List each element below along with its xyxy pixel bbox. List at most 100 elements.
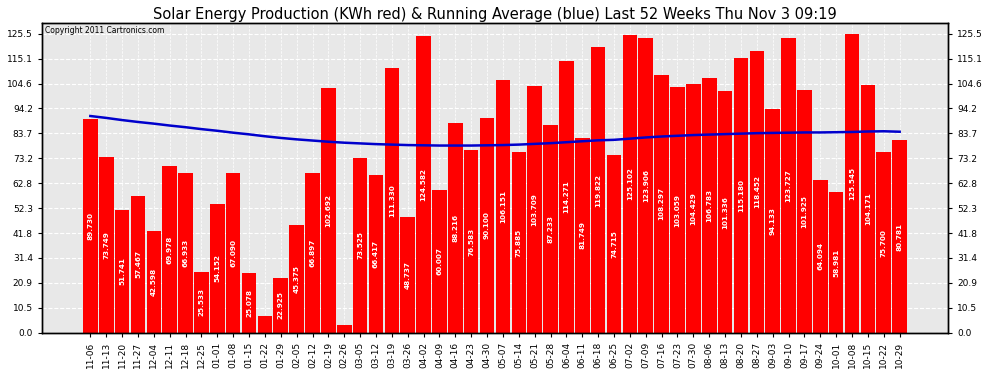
Text: 104.429: 104.429	[690, 192, 696, 225]
Text: 124.582: 124.582	[421, 168, 427, 201]
Bar	[654, 75, 669, 333]
Text: 87.233: 87.233	[547, 215, 553, 243]
Bar	[115, 210, 130, 333]
Bar	[226, 173, 241, 333]
Bar	[892, 140, 907, 333]
Text: 57.467: 57.467	[135, 251, 141, 278]
Text: 45.375: 45.375	[294, 265, 300, 293]
Text: 75.885: 75.885	[516, 228, 522, 256]
Text: 81.749: 81.749	[579, 221, 585, 249]
Bar	[83, 119, 98, 333]
Bar	[147, 231, 161, 333]
Text: 108.297: 108.297	[658, 187, 664, 220]
Text: 103.059: 103.059	[674, 194, 680, 226]
Bar	[368, 175, 383, 333]
Bar	[591, 47, 606, 333]
Text: 66.933: 66.933	[182, 239, 188, 267]
Text: 111.330: 111.330	[389, 184, 395, 216]
Bar	[844, 34, 859, 333]
Bar	[639, 38, 653, 333]
Text: 42.598: 42.598	[150, 268, 156, 296]
Text: 123.727: 123.727	[786, 169, 792, 202]
Bar	[670, 87, 685, 333]
Bar	[718, 92, 733, 333]
Bar	[575, 138, 590, 333]
Bar	[242, 273, 256, 333]
Bar	[544, 125, 557, 333]
Bar	[433, 190, 446, 333]
Bar	[607, 155, 622, 333]
Text: 80.781: 80.781	[897, 223, 903, 251]
Text: 25.078: 25.078	[247, 289, 252, 317]
Bar	[352, 158, 367, 333]
Text: 73.749: 73.749	[103, 231, 109, 259]
Text: 51.741: 51.741	[119, 257, 125, 285]
Bar	[273, 278, 288, 333]
Text: 102.692: 102.692	[326, 194, 332, 227]
Text: 66.417: 66.417	[373, 240, 379, 268]
Bar	[829, 192, 843, 333]
Text: 76.583: 76.583	[468, 228, 474, 256]
Text: 123.906: 123.906	[643, 169, 648, 202]
Text: 101.336: 101.336	[722, 196, 728, 228]
Bar	[194, 272, 209, 333]
Bar	[813, 180, 828, 333]
Bar	[416, 36, 431, 333]
Text: 125.102: 125.102	[627, 167, 633, 200]
Text: 125.545: 125.545	[849, 167, 855, 200]
Bar	[734, 58, 748, 333]
Text: 118.452: 118.452	[753, 175, 760, 208]
Bar	[512, 152, 526, 333]
Bar	[178, 173, 193, 333]
Text: 73.525: 73.525	[357, 231, 363, 259]
Bar	[480, 118, 494, 333]
Text: 64.094: 64.094	[818, 243, 824, 270]
Bar	[162, 166, 177, 333]
Text: 66.897: 66.897	[310, 239, 316, 267]
Bar	[99, 157, 114, 333]
Text: 89.730: 89.730	[87, 212, 93, 240]
Bar	[257, 316, 272, 333]
Text: 101.925: 101.925	[802, 195, 808, 228]
Text: 48.737: 48.737	[405, 261, 411, 289]
Text: 69.978: 69.978	[166, 235, 172, 264]
Bar	[289, 225, 304, 333]
Text: 88.216: 88.216	[452, 214, 458, 242]
Text: 74.715: 74.715	[611, 230, 617, 258]
Bar	[528, 86, 542, 333]
Text: 104.171: 104.171	[865, 192, 871, 225]
Text: 22.925: 22.925	[278, 291, 284, 320]
Text: 60.007: 60.007	[437, 248, 443, 275]
Text: 25.533: 25.533	[198, 288, 204, 316]
Title: Solar Energy Production (KWh red) & Running Average (blue) Last 52 Weeks Thu Nov: Solar Energy Production (KWh red) & Runn…	[153, 7, 837, 22]
Bar	[749, 51, 764, 333]
Bar	[210, 204, 225, 333]
Bar	[305, 173, 320, 333]
Bar	[559, 61, 574, 333]
Text: 58.981: 58.981	[834, 248, 840, 277]
Bar	[797, 90, 812, 333]
Text: 115.180: 115.180	[738, 179, 743, 212]
Bar	[496, 80, 510, 333]
Text: 67.090: 67.090	[230, 239, 237, 267]
Text: Copyright 2011 Cartronics.com: Copyright 2011 Cartronics.com	[45, 26, 164, 35]
Bar	[702, 78, 717, 333]
Text: 114.271: 114.271	[563, 180, 569, 213]
Text: 119.822: 119.822	[595, 174, 601, 207]
Text: 94.133: 94.133	[769, 207, 776, 235]
Bar	[131, 196, 146, 333]
Text: 103.709: 103.709	[532, 193, 538, 226]
Bar	[337, 325, 351, 333]
Bar	[860, 85, 875, 333]
Text: 106.151: 106.151	[500, 190, 506, 223]
Text: 54.152: 54.152	[214, 254, 221, 282]
Bar	[448, 123, 462, 333]
Bar	[781, 38, 796, 333]
Text: 106.783: 106.783	[706, 189, 712, 222]
Bar	[876, 153, 891, 333]
Bar	[384, 68, 399, 333]
Bar	[686, 84, 701, 333]
Text: 90.100: 90.100	[484, 211, 490, 239]
Bar	[400, 217, 415, 333]
Bar	[765, 108, 780, 333]
